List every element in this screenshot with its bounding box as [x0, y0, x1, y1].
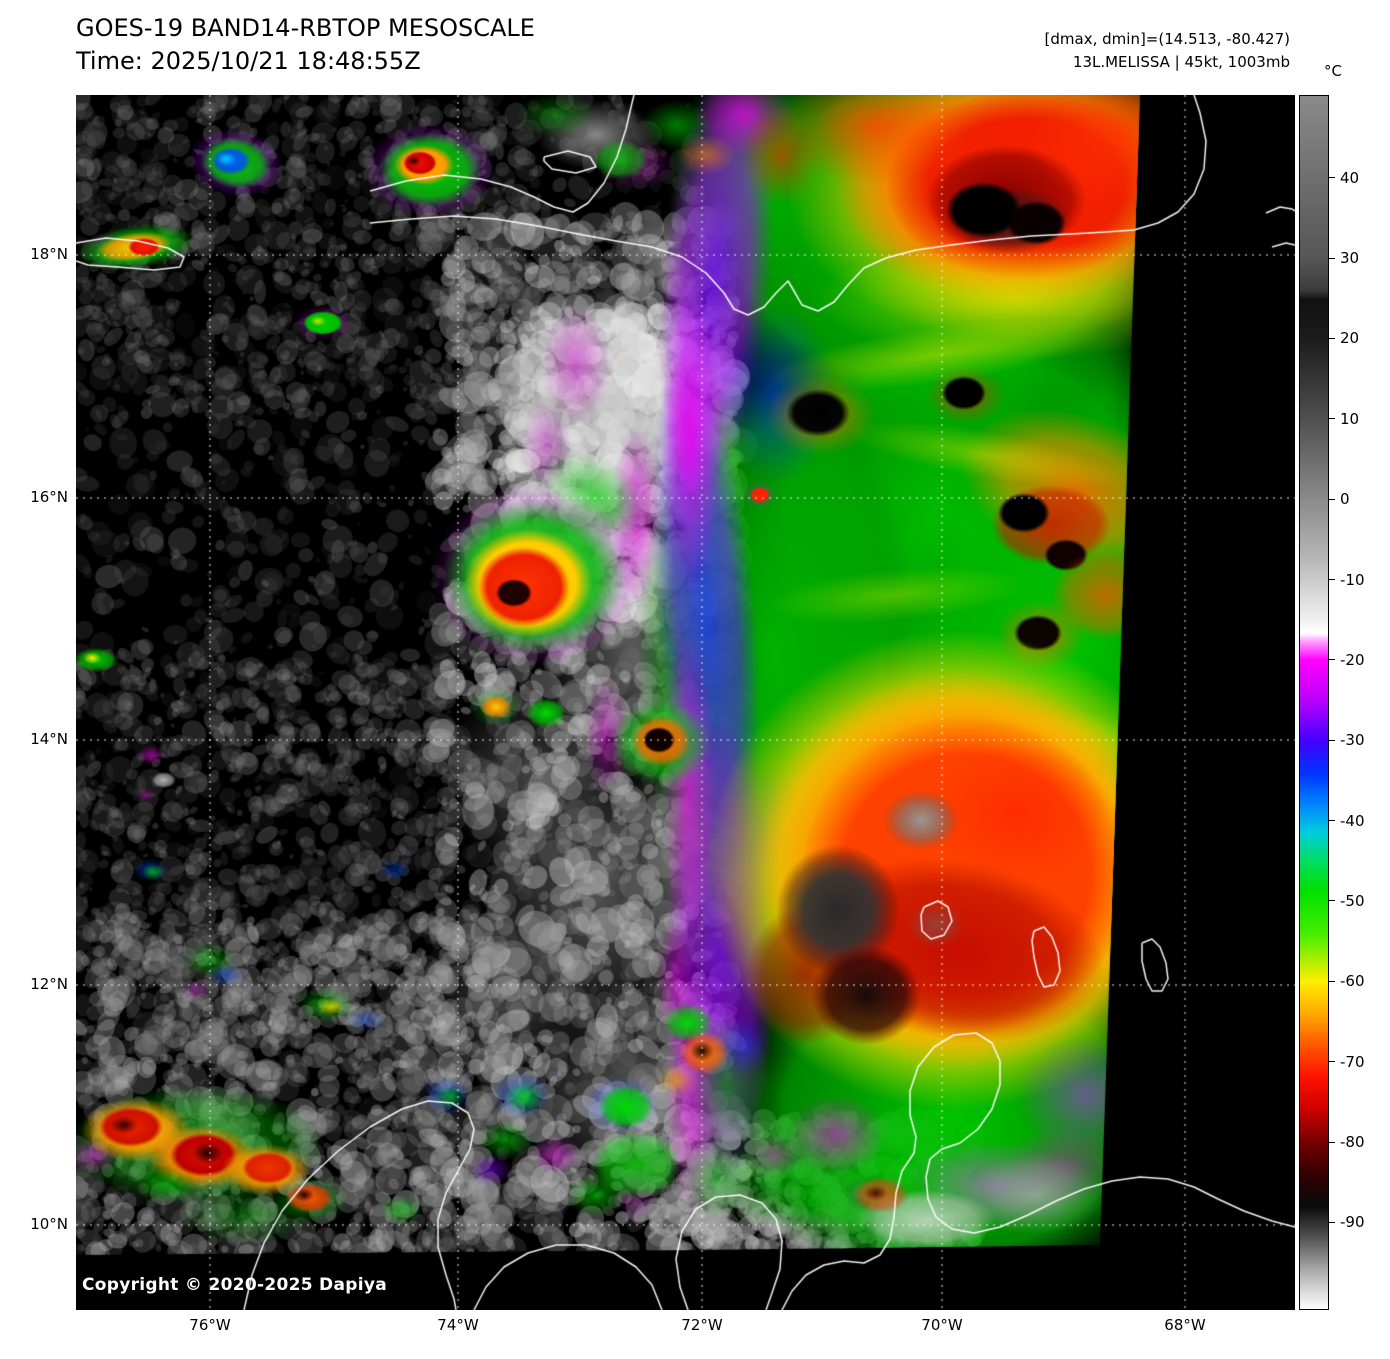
colorbar-tick-label: 10 — [1340, 409, 1360, 428]
colorbar-tickmark — [1329, 498, 1335, 500]
colorbar-tick-label: 20 — [1340, 329, 1360, 348]
map-panel: Copyright © 2020-2025 Dapiya — [76, 95, 1295, 1310]
colorbar-tickmark — [1329, 1221, 1335, 1223]
colorbar-tickmark — [1329, 177, 1335, 179]
colorbar-tick-label: -70 — [1340, 1052, 1365, 1071]
colorbar — [1299, 95, 1329, 1310]
product-title: GOES-19 BAND14-RBTOP MESOSCALE — [76, 14, 535, 42]
colorbar-tickmark — [1329, 1061, 1335, 1063]
colorbar-tick-label: -20 — [1340, 650, 1365, 669]
lat-axis-label: 18°N — [30, 245, 68, 263]
colorbar-tick-label: -90 — [1340, 1213, 1365, 1232]
colorbar-tickmark — [1329, 659, 1335, 661]
colorbar-tick-label: -60 — [1340, 972, 1365, 991]
colorbar-tickmark — [1329, 257, 1335, 259]
lat-axis-label: 12°N — [30, 975, 68, 993]
lon-axis-label: 72°W — [681, 1316, 723, 1334]
lon-axis-label: 76°W — [189, 1316, 231, 1334]
colorbar-tickmark — [1329, 739, 1335, 741]
dmax-dmin-label: [dmax, dmin]=(14.513, -80.427) — [1044, 30, 1290, 48]
colorbar-unit-label: °C — [1324, 62, 1342, 80]
lat-axis-label: 14°N — [30, 730, 68, 748]
colorbar-tickmark — [1329, 337, 1335, 339]
header-info: [dmax, dmin]=(14.513, -80.427) 13L.MELIS… — [1045, 28, 1290, 74]
lon-axis-label: 70°W — [921, 1316, 963, 1334]
colorbar-tick-label: -80 — [1340, 1133, 1365, 1152]
header: GOES-19 BAND14-RBTOP MESOSCALE Time: 202… — [76, 12, 535, 78]
lat-axis: 18°N 16°N 14°N 12°N 10°N — [0, 95, 70, 1310]
colorbar-tick-label: -30 — [1340, 731, 1365, 750]
colorbar-tickmark — [1329, 820, 1335, 822]
copyright-label: Copyright © 2020-2025 Dapiya — [82, 1275, 387, 1295]
colorbar-tickmark — [1329, 900, 1335, 902]
lat-axis-label: 10°N — [30, 1215, 68, 1233]
colorbar-tickmark — [1329, 980, 1335, 982]
satellite-canvas — [76, 95, 1295, 1310]
lon-axis: 76°W 74°W 72°W 70°W 68°W — [76, 1316, 1295, 1340]
timestamp-label: Time: 2025/10/21 18:48:55Z — [76, 47, 421, 75]
colorbar-tick-label: -40 — [1340, 811, 1365, 830]
colorbar-tickmark — [1329, 418, 1335, 420]
lon-axis-label: 68°W — [1164, 1316, 1206, 1334]
colorbar-tick-label: 30 — [1340, 249, 1360, 268]
colorbar-gradient — [1300, 96, 1328, 1309]
lat-axis-label: 16°N — [30, 488, 68, 506]
lon-axis-label: 74°W — [437, 1316, 479, 1334]
colorbar-tick-label: -50 — [1340, 891, 1365, 910]
storm-info-label: 13L.MELISSA | 45kt, 1003mb — [1072, 53, 1290, 71]
colorbar-tick-label: -10 — [1340, 570, 1365, 589]
colorbar-tick-label: 0 — [1340, 490, 1350, 509]
colorbar-tickmark — [1329, 579, 1335, 581]
colorbar-tickmark — [1329, 1141, 1335, 1143]
colorbar-tick-label: 40 — [1340, 168, 1360, 187]
